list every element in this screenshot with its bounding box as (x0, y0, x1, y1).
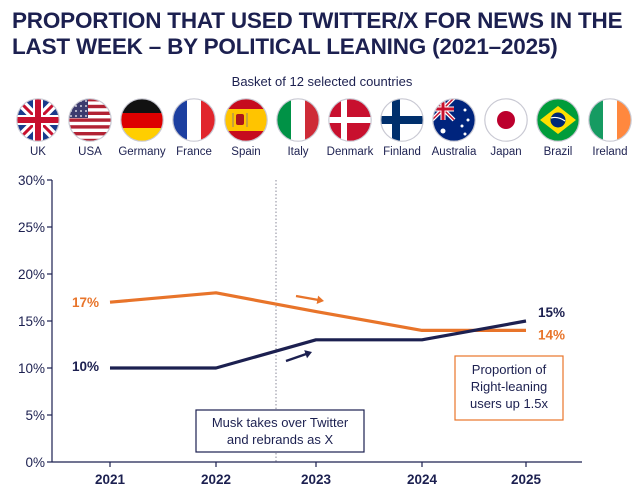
france-flag-icon (172, 98, 216, 142)
country-flags-row: UK USA Germany France Spain (0, 98, 644, 168)
right-trend-arrow-head (316, 295, 324, 305)
right-start-label: 17% (72, 295, 99, 310)
spain-flag-icon (224, 98, 268, 142)
country-label: Italy (287, 146, 309, 158)
musk-annotation-line-1: Musk takes over Twitter (212, 415, 349, 430)
country-item-australia: Australia (424, 98, 484, 158)
y-tick-label: 25% (18, 220, 45, 235)
ireland-flag-icon (588, 98, 632, 142)
right-end-label: 14% (538, 327, 565, 342)
country-item-japan: Japan (476, 98, 536, 158)
right-annotation-line-3: users up 1.5x (470, 396, 549, 411)
country-item-usa: USA (60, 98, 120, 158)
country-item-denmark: Denmark (320, 98, 380, 158)
country-label: USA (78, 146, 102, 158)
denmark-flag-icon (328, 98, 372, 142)
left-start-label: 10% (72, 359, 99, 374)
japan-flag-icon (484, 98, 528, 142)
country-item-france: France (164, 98, 224, 158)
title-line-1: PROPORTION THAT USED TWITTER/X FOR NEWS … (12, 8, 623, 33)
y-tick-label: 20% (18, 267, 45, 282)
y-tick-label: 5% (25, 408, 45, 423)
country-item-ireland: Ireland (580, 98, 640, 158)
musk-annotation-line-2: and rebrands as X (227, 432, 334, 447)
country-label: Japan (490, 146, 522, 158)
country-item-germany: Germany (112, 98, 172, 158)
right-annotation-line-2: Right-leaning (471, 379, 548, 394)
left-trend-arrow-head (304, 350, 312, 359)
country-item-italy: Italy (268, 98, 328, 158)
country-label: France (176, 146, 212, 158)
y-tick-label: 30% (18, 173, 45, 188)
x-tick-label: 2022 (201, 472, 231, 487)
page-title: PROPORTION THAT USED TWITTER/X FOR NEWS … (12, 8, 632, 60)
australia-flag-icon (432, 98, 476, 142)
y-tick-label: 10% (18, 361, 45, 376)
title-line-2: LAST WEEK – BY POLITICAL LEANING (2021–2… (12, 34, 558, 59)
brazil-flag-icon (536, 98, 580, 142)
x-tick-label: 2024 (407, 472, 438, 487)
country-item-spain: Spain (216, 98, 276, 158)
usa-flag-icon (68, 98, 112, 142)
country-item-brazil: Brazil (528, 98, 588, 158)
country-label: UK (30, 146, 46, 158)
country-label: Denmark (326, 146, 374, 158)
right-trend-arrow-shaft (295, 294, 321, 302)
country-item-finland: Finland (372, 98, 432, 158)
left-trend-arrow-shaft (285, 352, 309, 363)
country-label: Finland (383, 146, 421, 158)
left-end-label: 15% (538, 305, 565, 320)
uk-flag-icon (16, 98, 60, 142)
musk-annotation-box (195, 409, 365, 453)
germany-flag-icon (120, 98, 164, 142)
italy-flag-icon (276, 98, 320, 142)
country-label: Ireland (592, 146, 628, 158)
x-tick-label: 2021 (95, 472, 126, 487)
x-tick-label: 2025 (511, 472, 542, 487)
country-label: Spain (231, 146, 261, 158)
y-tick-label: 0% (25, 455, 45, 470)
y-tick-label: 15% (18, 314, 45, 329)
country-label: Australia (431, 146, 477, 158)
finland-flag-icon (380, 98, 424, 142)
country-label: Germany (118, 146, 166, 158)
right-annotation-box (454, 355, 564, 421)
country-label: Brazil (543, 146, 573, 158)
x-tick-label: 2023 (301, 472, 332, 487)
country-item-uk: UK (8, 98, 68, 158)
chart-subtitle: Basket of 12 selected countries (231, 74, 413, 89)
right-annotation-line-1: Proportion of (472, 362, 547, 377)
